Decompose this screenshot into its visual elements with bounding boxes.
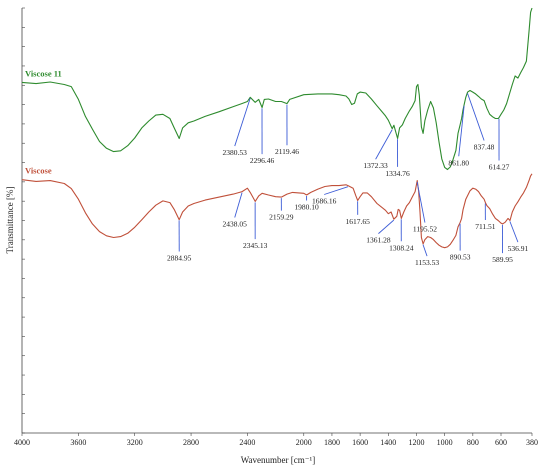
annotation-label: 1308.24	[389, 243, 414, 252]
annotation-label: 2159.29	[269, 213, 294, 222]
annotation-label: 2884.95	[167, 253, 192, 262]
x-tick-label: 1400	[380, 438, 396, 447]
series-label-0: Viscose 11	[25, 68, 62, 78]
annotation-label: 2296.46	[250, 156, 275, 165]
x-tick-label: 3200	[127, 438, 143, 447]
annotation-line	[509, 221, 519, 243]
series-layer	[21, 7, 533, 249]
annotation-label: 861.80	[448, 158, 469, 167]
annotation-label: 589.95	[492, 255, 513, 264]
annotation-label: 1195.52	[413, 225, 437, 234]
annotation-label: 2380.53	[223, 148, 248, 157]
annotation-line	[234, 98, 251, 147]
x-tick-label: 1600	[352, 438, 368, 447]
annotation-line	[458, 105, 465, 157]
x-tick-label: 1000	[437, 438, 453, 447]
series-line-0	[21, 7, 533, 171]
series-labels: Viscose 11 Viscose	[25, 68, 62, 175]
annotation-label: 536.91	[508, 244, 529, 253]
annotation-label: 1372.33	[363, 161, 388, 170]
x-tick-label: 800	[467, 438, 479, 447]
series-line-1	[21, 173, 533, 249]
axes: 4000 3600 3200 2800 2400 2000 1800 1600 1400 1200…	[14, 7, 538, 447]
annotation-label: 1153.53	[415, 258, 439, 267]
annotation-label: 1334.76	[385, 169, 410, 178]
annotation-line	[467, 93, 485, 141]
annotation-label: 890.53	[450, 253, 471, 262]
annotation-label: 2345.13	[243, 241, 268, 250]
annotation-label: 614.27	[489, 163, 510, 172]
annotation-line	[375, 129, 393, 160]
annotation-label: 837.48	[474, 143, 495, 152]
annotation-line	[324, 186, 349, 195]
x-tick-label: 380	[526, 438, 538, 447]
annotation-label: 2119.46	[275, 147, 299, 156]
x-tick-label: 1200	[408, 438, 424, 447]
annotation-line	[378, 219, 395, 234]
x-tick-label: 2400	[239, 438, 255, 447]
x-tick-label: 2800	[183, 438, 199, 447]
annotation-label: 2438.05	[223, 219, 248, 228]
annotation-label: 1361.28	[366, 236, 391, 245]
y-axis-label: Transmittance [%]	[5, 187, 15, 254]
x-tick-label: 600	[495, 438, 507, 447]
annotation-label: 1686.16	[312, 197, 337, 206]
annotation-line	[416, 181, 426, 223]
annotation-line	[422, 244, 428, 257]
x-axis-label: Wavenumber [cm⁻¹]	[241, 455, 315, 465]
series-label-1: Viscose	[25, 166, 52, 176]
x-tick-label: 2000	[296, 438, 312, 447]
annotation-label: 711.51	[475, 222, 496, 231]
annotation-label: 1980.10	[294, 202, 319, 211]
x-tick-label: 1800	[324, 438, 340, 447]
annotation-label: 1617.65	[346, 217, 371, 226]
annotation-line	[234, 192, 243, 218]
x-tick-label: 3600	[70, 438, 86, 447]
x-tick-label: 4000	[14, 438, 30, 447]
